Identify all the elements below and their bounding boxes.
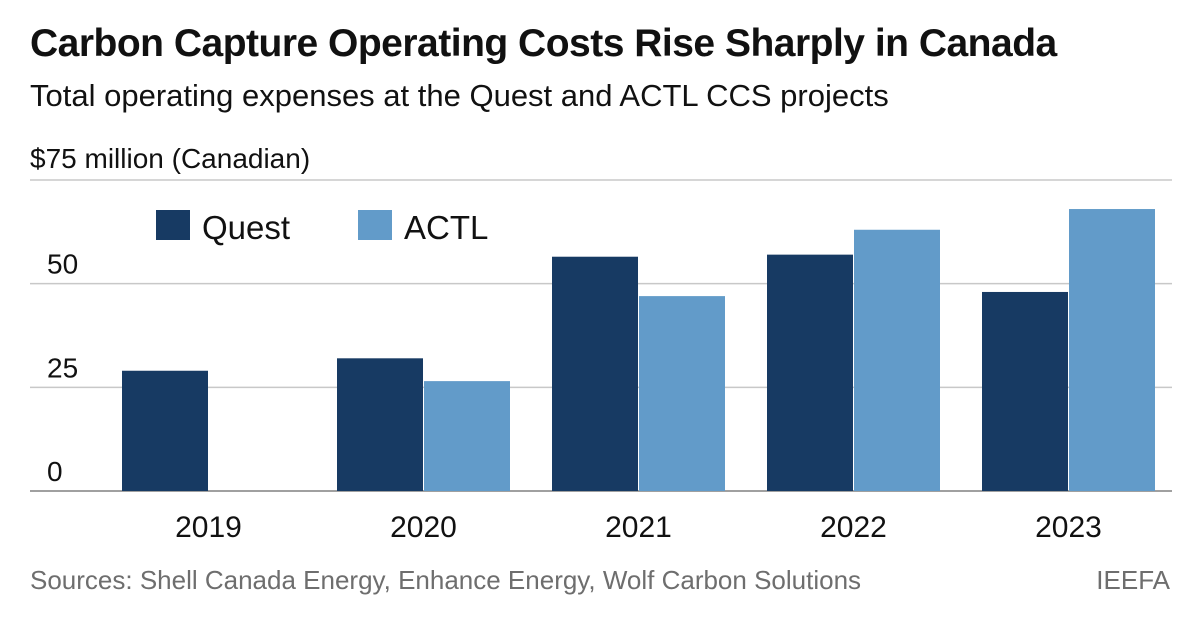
legend-swatch-quest — [156, 210, 190, 240]
axis-labels: 0 25 50 2019 2020 2021 2022 2023 — [47, 249, 1102, 544]
brand-label: IEEFA — [1096, 565, 1170, 595]
x-tick-label-2020: 2020 — [390, 511, 457, 544]
bar-actl-2023 — [1069, 209, 1155, 491]
bars — [122, 209, 1155, 491]
bar-actl-2020 — [424, 381, 510, 491]
bar-quest-2020 — [337, 358, 423, 491]
y-tick-label-25: 25 — [47, 352, 78, 383]
legend-label-quest: Quest — [202, 209, 290, 246]
bar-actl-2022 — [854, 229, 940, 491]
bar-quest-2022 — [767, 254, 853, 491]
y-tick-label-0: 0 — [47, 456, 63, 487]
chart-title: Carbon Capture Operating Costs Rise Shar… — [30, 22, 1057, 65]
legend-label-actl: ACTL — [404, 209, 488, 246]
bar-quest-2023 — [982, 291, 1068, 491]
bar-quest-2021 — [552, 256, 638, 491]
chart-subtitle: Total operating expenses at the Quest an… — [30, 78, 889, 113]
y-axis-unit-label: $75 million (Canadian) — [30, 143, 311, 174]
x-tick-label-2021: 2021 — [605, 511, 672, 544]
bar-actl-2021 — [639, 296, 725, 491]
legend-swatch-actl — [358, 210, 392, 240]
x-tick-label-2022: 2022 — [820, 511, 887, 544]
x-tick-label-2019: 2019 — [175, 511, 242, 544]
legend: Quest ACTL — [156, 209, 488, 246]
bar-quest-2019 — [122, 370, 208, 491]
x-tick-label-2023: 2023 — [1035, 511, 1102, 544]
y-tick-label-50: 50 — [47, 249, 78, 280]
source-note: Sources: Shell Canada Energy, Enhance En… — [30, 565, 862, 595]
